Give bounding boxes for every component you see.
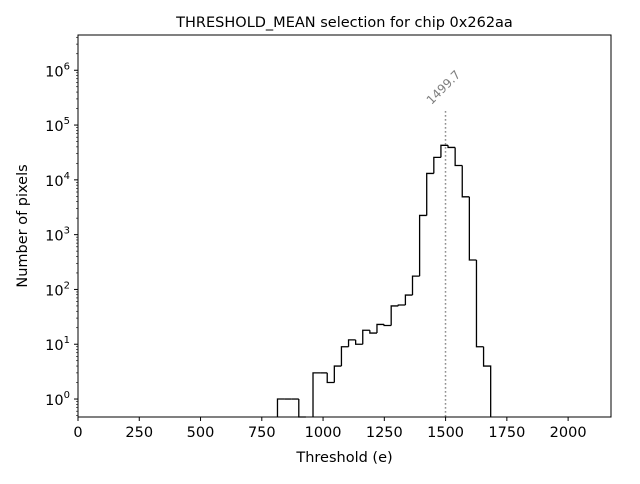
x-tick-label: 1250 [366, 425, 403, 441]
x-axis-label: Threshold (e) [295, 450, 392, 466]
histogram-bin [447, 145, 456, 149]
y-axis-ticks: 100 101 102 103 104 105 106 [45, 36, 78, 416]
histogram-bin [376, 323, 385, 334]
x-tick-label: 500 [187, 425, 215, 441]
histogram-bin [461, 165, 470, 198]
histogram-bin [418, 214, 427, 277]
histogram-bin [369, 330, 377, 334]
histogram-bin [383, 324, 392, 327]
histogram-bin [433, 156, 441, 174]
histogram-bin [355, 339, 363, 345]
histogram-bin [347, 339, 356, 347]
histogram-bin [340, 346, 349, 367]
histogram-bin [390, 305, 399, 326]
x-tick-label: 1000 [305, 425, 342, 441]
x-tick-label: 0 [73, 425, 82, 441]
histogram-bin [333, 365, 342, 383]
x-tick-label: 750 [248, 425, 276, 441]
y-tick-label: 103 [45, 226, 70, 245]
plot-area: 1499.7 [276, 68, 492, 418]
histogram-bin [411, 275, 420, 296]
histogram-bin [475, 259, 484, 348]
histogram-bin [298, 399, 306, 418]
histogram-bin [404, 294, 413, 306]
histogram-bin [482, 346, 492, 417]
histogram-bin [468, 196, 477, 261]
x-tick-label: 250 [125, 425, 153, 441]
y-tick-label: 101 [45, 335, 70, 354]
histogram-bin [440, 144, 449, 158]
histogram-bin [397, 304, 406, 306]
y-tick-label: 104 [45, 171, 70, 190]
threshold-marker-label: 1499.7 [424, 68, 464, 108]
histogram-bin [426, 172, 434, 216]
histogram-bin [312, 372, 321, 417]
y-tick-label: 100 [45, 390, 70, 409]
chart-title: THRESHOLD_MEAN selection for chip 0x262a… [175, 15, 513, 31]
y-tick-label: 106 [45, 61, 70, 80]
histogram-bin [276, 398, 285, 417]
x-tick-label: 2000 [550, 425, 587, 441]
x-axis-ticks: 0 250 500 750 1000 1250 1500 1750 2000 [73, 417, 587, 441]
x-tick-label: 1750 [488, 425, 525, 441]
x-tick-label: 1500 [427, 425, 464, 441]
histogram-bin [454, 147, 463, 167]
y-tick-label: 102 [45, 280, 70, 299]
axes-frame [77, 34, 612, 418]
y-tick-label: 105 [45, 116, 70, 135]
histogram-bin [362, 329, 370, 345]
y-axis-label: Number of pixels [15, 164, 31, 287]
histogram-bin [326, 372, 335, 384]
